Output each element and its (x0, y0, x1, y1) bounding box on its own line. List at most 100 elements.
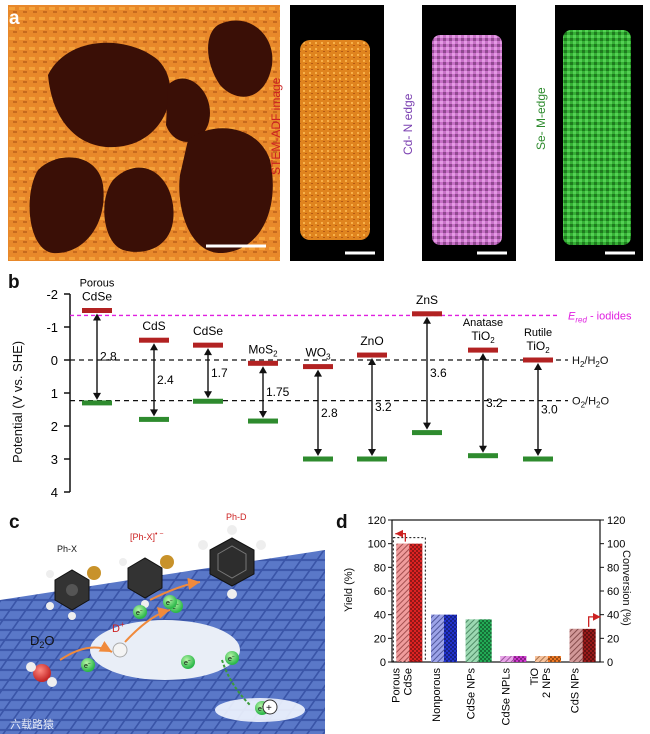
band-gap-value: 2.8 (100, 350, 117, 364)
category-label: 2 NPs (541, 668, 553, 698)
svg-text:e−: e− (228, 654, 235, 663)
right-tick-label: 20 (607, 633, 619, 645)
valence-band (412, 430, 442, 436)
material-2: 1.7 CdSe (193, 324, 228, 404)
material-5: 3.2 ZnO (357, 334, 392, 462)
left-tick-label: 20 (374, 633, 386, 645)
d2o-molecule (26, 662, 57, 687)
electron: e− (225, 651, 239, 665)
cd-edge-map (422, 5, 516, 261)
category-label: CdS NPs (570, 668, 582, 714)
yield-axis-arrow (395, 529, 406, 542)
band-gap-value: 2.4 (157, 373, 174, 387)
band-gap-value: 3.2 (486, 396, 503, 410)
category-label: CdSe NPLs (500, 668, 512, 726)
material-name-line2: CdSe (82, 290, 112, 304)
deuterium-atom (112, 642, 128, 658)
conduction-band (468, 347, 498, 353)
conduction-band (82, 308, 112, 313)
valence-band (523, 456, 553, 462)
material-6: 3.6 ZnS (412, 293, 447, 436)
category-label: CdSe NPs (466, 668, 478, 720)
electron: e− (133, 605, 147, 619)
stem-adf-label: STEM-ADF image (269, 77, 283, 175)
highlight-box (392, 537, 426, 663)
material-name: CdSe (193, 324, 223, 338)
electron: e− (163, 595, 177, 609)
valence-band (357, 456, 387, 462)
conduction-band (412, 311, 442, 317)
conduction-band (139, 337, 169, 343)
conduction-band (193, 342, 223, 348)
category-label: Nonporous (431, 668, 443, 722)
right-tick-label: 0 (607, 657, 613, 669)
ph-d-label: Ph-D (226, 512, 247, 522)
band-gap-value: 3.0 (541, 403, 558, 417)
left-tick-label: 120 (368, 515, 386, 527)
mechanism-illustration: e−e−e−e−e−e−e− Ph-X [Ph-X]• − Ph-D D2O D… (0, 512, 325, 734)
material-name: Porous (80, 278, 115, 290)
material-1: 2.4 CdS (139, 319, 174, 422)
stem-adf-map (290, 5, 384, 261)
h2-label: H2/H2O (572, 355, 609, 369)
conduction-band (523, 357, 553, 363)
material-name: WO3 (305, 346, 331, 362)
se-edge-label: Se- M-edge (534, 87, 548, 150)
y-tick-label: 0 (51, 353, 58, 368)
valence-band (468, 453, 498, 459)
svg-text:+: + (266, 703, 272, 714)
material-name: CdS (142, 319, 165, 333)
material-name: Anatase (463, 317, 503, 329)
category-label: CdSe (402, 668, 414, 696)
material-4: 2.8 WO3 (303, 346, 338, 462)
svg-text:e−: e− (84, 661, 91, 670)
electron: e− (181, 655, 195, 669)
panel-a-letter: a (9, 8, 20, 29)
valence-band (82, 400, 112, 406)
ph-x-label: Ph-X (57, 544, 77, 554)
hole-symbol (262, 699, 278, 715)
material-name: Rutile (524, 327, 552, 339)
stem-overview-image (8, 5, 280, 261)
conduction-band (357, 352, 387, 358)
band-gap-value: 3.6 (430, 366, 447, 380)
y-tick-label: 2 (51, 419, 58, 434)
category-label: Porous (390, 668, 402, 703)
d-plus-label: D+ (112, 620, 125, 635)
panel-a: STEM-ADF image Cd- N edge Se- M-edge a (0, 0, 650, 268)
conversion-axis-arrow (588, 612, 601, 627)
valence-band (248, 418, 278, 424)
left-tick-label: 0 (380, 657, 386, 669)
ered-label: Ered - iodides (568, 310, 632, 324)
y-tick-label: -2 (46, 287, 58, 302)
y-tick-label: 3 (51, 452, 58, 467)
valence-band (303, 456, 333, 462)
ph-x-radical-label: [Ph-X]• − (130, 531, 164, 542)
svg-text:e−: e− (166, 598, 173, 607)
plot-frame (391, 519, 601, 663)
left-tick-label: 80 (374, 562, 386, 574)
valence-band (139, 416, 169, 422)
y-tick-label: 4 (51, 485, 58, 500)
material-name-line2: TiO2 (471, 329, 495, 345)
cd-edge-label: Cd- N edge (401, 93, 415, 155)
material-name-line2: TiO2 (526, 339, 550, 355)
band-gap-value: 2.8 (321, 406, 338, 420)
electron: e− (81, 658, 95, 672)
ph-d-molecule (198, 525, 266, 599)
material-3: 1.75 MoS2 (248, 342, 290, 424)
material-name: MoS2 (248, 342, 278, 358)
band-gap-value: 1.7 (211, 366, 228, 380)
left-tick-label: 60 (374, 586, 386, 598)
right-tick-label: 80 (607, 562, 619, 574)
material-name: ZnO (360, 334, 383, 348)
band-gap-value: 3.2 (375, 400, 392, 414)
right-tick-label: 40 (607, 610, 619, 622)
panel-b-letter: b (8, 272, 20, 293)
y-tick-label: 1 (51, 386, 58, 401)
se-edge-map (555, 5, 643, 261)
